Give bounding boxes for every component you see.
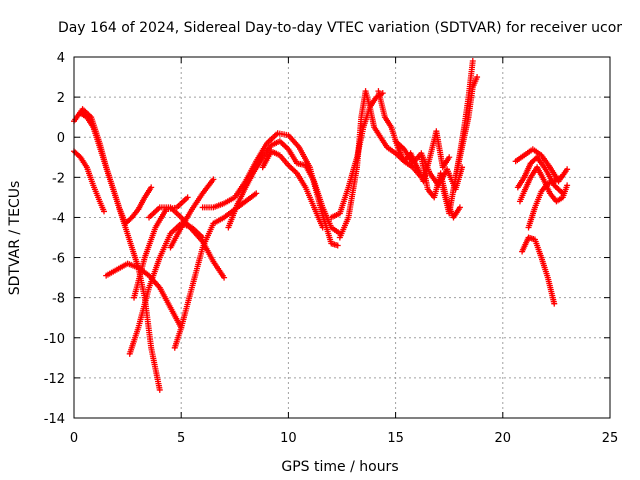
data-point — [469, 58, 476, 65]
data-point — [456, 204, 463, 211]
x-tick-label: 20 — [495, 431, 512, 446]
data-points — [71, 58, 571, 393]
data-point — [148, 184, 155, 191]
data-point — [156, 386, 163, 393]
series-arc-4 — [103, 260, 185, 331]
y-tick-label: 0 — [57, 131, 65, 146]
x-axis-label: GPS time / hours — [281, 459, 398, 475]
series-arc-2 — [71, 148, 108, 215]
y-axis-label: SDTVAR / TECUs — [7, 181, 23, 296]
series-arc-8 — [171, 190, 260, 351]
series-arc-3 — [77, 110, 163, 393]
chart-title: Day 164 of 2024, Sidereal Day-to-day VTE… — [58, 20, 622, 36]
series-arc-22 — [516, 164, 571, 205]
series-arc-19 — [452, 74, 481, 181]
data-point — [474, 74, 481, 81]
data-point — [319, 224, 326, 231]
data-point — [210, 176, 217, 183]
y-tick-label: 2 — [57, 91, 65, 106]
series-arc-5 — [126, 220, 206, 357]
y-tick-label: -10 — [44, 332, 65, 347]
axis-ticks: 0 5 10 15 20 25 -14 -12 -10 -8 -6 -4 -2 0 2 4 — [44, 51, 619, 446]
data-point — [564, 182, 571, 189]
grid-layer — [74, 57, 610, 418]
data-point — [564, 166, 571, 173]
y-tick-label: -14 — [44, 412, 65, 427]
data-point — [334, 242, 341, 249]
data-point — [557, 174, 564, 181]
x-tick-label: 10 — [280, 431, 297, 446]
series-arc-11 — [225, 138, 343, 237]
series-arc-15 — [375, 88, 453, 185]
y-tick-label: -12 — [44, 372, 65, 387]
data-point — [253, 190, 260, 197]
x-tick-label: 25 — [602, 431, 619, 446]
series-arc-12 — [259, 148, 326, 231]
data-point — [446, 154, 453, 161]
x-tick-label: 0 — [70, 431, 78, 446]
data-point — [551, 300, 558, 307]
series-arc-13 — [328, 90, 386, 221]
data-point — [221, 274, 228, 281]
series-arc-24 — [525, 174, 564, 231]
y-tick-label: 4 — [57, 51, 65, 66]
y-tick-label: -4 — [52, 211, 65, 226]
series-arc-9 — [167, 176, 217, 251]
series-arc-1 — [71, 106, 155, 227]
x-tick-label: 15 — [387, 431, 404, 446]
y-tick-label: -6 — [52, 252, 65, 267]
x-tick-label: 5 — [177, 431, 185, 446]
series-arc-20 — [512, 146, 571, 185]
plot-frame — [73, 56, 611, 419]
data-point — [101, 208, 108, 215]
y-tick-label: -8 — [52, 292, 65, 307]
y-tick-label: -2 — [52, 171, 65, 186]
data-point — [184, 194, 191, 201]
series-arc-23 — [519, 234, 558, 307]
